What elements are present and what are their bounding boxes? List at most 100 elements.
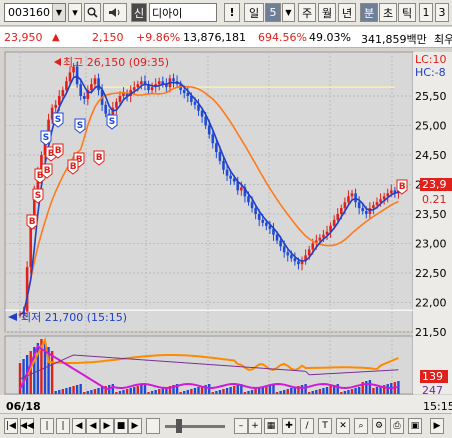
period-second-button[interactable]: 초 xyxy=(379,3,397,22)
volume-bar xyxy=(22,359,25,394)
ma-long-line xyxy=(19,85,399,316)
chevron-down-icon[interactable]: ▼ xyxy=(52,4,65,21)
candle-body xyxy=(389,190,393,194)
sell-marker-label: S xyxy=(109,117,115,127)
period-day-button[interactable]: 일 xyxy=(244,3,264,22)
interval-3-label: 3 xyxy=(438,6,446,19)
volume-bar xyxy=(265,386,268,394)
step-left-icon[interactable]: ◀ xyxy=(86,418,100,434)
candle-body xyxy=(254,208,257,214)
zoom-slider-track[interactable] xyxy=(146,418,160,434)
period-year-button[interactable]: 년 xyxy=(338,3,356,22)
dropdown-button[interactable]: ▾ xyxy=(68,3,82,22)
play-icon[interactable]: ▶ xyxy=(128,418,142,434)
price-panel xyxy=(4,51,414,333)
search-icon[interactable] xyxy=(84,3,101,22)
alert-button[interactable]: ! xyxy=(224,3,240,22)
candle-body xyxy=(329,225,332,232)
volume-bar xyxy=(247,391,250,394)
period-dropdown-icon[interactable]: ▼ xyxy=(282,3,295,22)
volume-ma-magenta xyxy=(19,344,399,391)
period-minute-button[interactable]: 분 xyxy=(360,3,378,22)
candle-body xyxy=(315,240,318,244)
crosshair-icon[interactable]: ✚ xyxy=(282,418,296,434)
zoom-out-icon[interactable]: – xyxy=(234,418,248,434)
candle-body xyxy=(364,211,368,214)
price-change: 2,150 xyxy=(92,31,124,44)
scroll-left-icon[interactable]: | xyxy=(40,418,54,434)
magnifier-icon[interactable]: ⌕ xyxy=(354,418,368,434)
stock-name-field[interactable]: 디아이 xyxy=(149,3,217,22)
chart-scrollbar[interactable]: |◀ ◀◀ | | ◀ ◀ ▶ ■ ▶ – + ▦ ✚ ∕ T ✕ ⌕ ⚙ ⎙ … xyxy=(0,413,452,438)
zoom-slider-thumb[interactable] xyxy=(176,419,182,433)
volume-bar xyxy=(329,386,332,394)
scroll-left2-icon[interactable]: | xyxy=(56,418,70,434)
credit-badge-icon[interactable]: 신 xyxy=(131,3,147,22)
volume-bar xyxy=(168,386,172,394)
period-month-button[interactable]: 월 xyxy=(318,3,336,22)
zoom-in-icon[interactable]: + xyxy=(248,418,262,434)
candle-body xyxy=(297,261,300,265)
step-right-icon[interactable]: ▶ xyxy=(100,418,114,434)
volume-bar xyxy=(158,389,161,394)
volume-bar xyxy=(293,387,297,394)
line-tool-icon[interactable]: ∕ xyxy=(300,418,314,434)
stop-icon[interactable]: ■ xyxy=(114,418,128,434)
current-sub-text: 0.21 xyxy=(422,193,447,206)
volume-bar xyxy=(72,386,75,394)
period-count-field[interactable]: 5 xyxy=(265,3,281,22)
candle-body xyxy=(382,196,386,200)
volume-bar xyxy=(382,385,386,394)
buy-marker-icon xyxy=(26,214,38,230)
period-tick-button[interactable]: 틱 xyxy=(398,3,416,22)
candle-body xyxy=(322,234,325,238)
save-icon[interactable]: ▣ xyxy=(408,418,422,434)
print-icon[interactable]: ⎙ xyxy=(390,418,404,434)
speaker-icon[interactable] xyxy=(103,3,127,22)
scroll-left3-icon[interactable]: ◀ xyxy=(72,418,86,434)
right-scroll-icon[interactable]: ▶ xyxy=(430,418,444,434)
interval-1-label: 1 xyxy=(422,6,430,19)
hc-label: HC:-8 xyxy=(415,66,446,79)
interval-3-button[interactable]: 3 xyxy=(435,3,449,22)
volume-bar xyxy=(47,347,50,394)
settings-icon[interactable]: ⚙ xyxy=(372,418,386,434)
volume-bar xyxy=(318,389,322,394)
grid-view-icon[interactable]: ▦ xyxy=(264,418,278,434)
interval-1-button[interactable]: 1 xyxy=(419,3,433,22)
first-page-icon[interactable]: |◀ xyxy=(4,418,18,434)
buy-marker-label: B xyxy=(55,146,62,156)
volume-ma-purple xyxy=(19,354,399,380)
prev-page-icon[interactable]: ◀◀ xyxy=(20,418,34,434)
buy-marker-icon xyxy=(41,163,53,179)
volume-bar xyxy=(33,347,36,394)
volume-bar xyxy=(300,385,304,394)
volume-bar xyxy=(61,389,65,394)
candle-body xyxy=(229,175,232,179)
candle-body xyxy=(111,107,115,117)
text-tool-icon[interactable]: T xyxy=(318,418,332,434)
candle-body xyxy=(225,169,229,176)
volume-bar xyxy=(118,391,122,394)
volume-bar xyxy=(68,387,72,394)
volume-bar xyxy=(79,384,82,394)
volume-bar xyxy=(279,391,282,394)
volume-bar xyxy=(354,388,357,394)
candle-body xyxy=(197,104,200,111)
eraser-icon[interactable]: ✕ xyxy=(336,418,350,434)
candle-body xyxy=(140,81,143,85)
volume-bar xyxy=(336,384,339,394)
volume-bar xyxy=(193,388,197,394)
period-second-label: 초 xyxy=(382,6,394,20)
zoom-slider[interactable] xyxy=(165,425,225,428)
period-week-button[interactable]: 주 xyxy=(298,3,316,22)
volume-bar xyxy=(179,392,182,394)
stock-code-input[interactable]: 003160 ▼ xyxy=(4,3,66,22)
candle-body xyxy=(357,202,361,209)
quote-bar: 23,950 ▲ 2,150 +9.86% 13,876,181 694.56%… xyxy=(0,27,452,48)
y-tick-label: 22,00 xyxy=(415,297,447,310)
y-tick-label: 23,50 xyxy=(415,208,447,221)
candle-body xyxy=(182,90,186,94)
